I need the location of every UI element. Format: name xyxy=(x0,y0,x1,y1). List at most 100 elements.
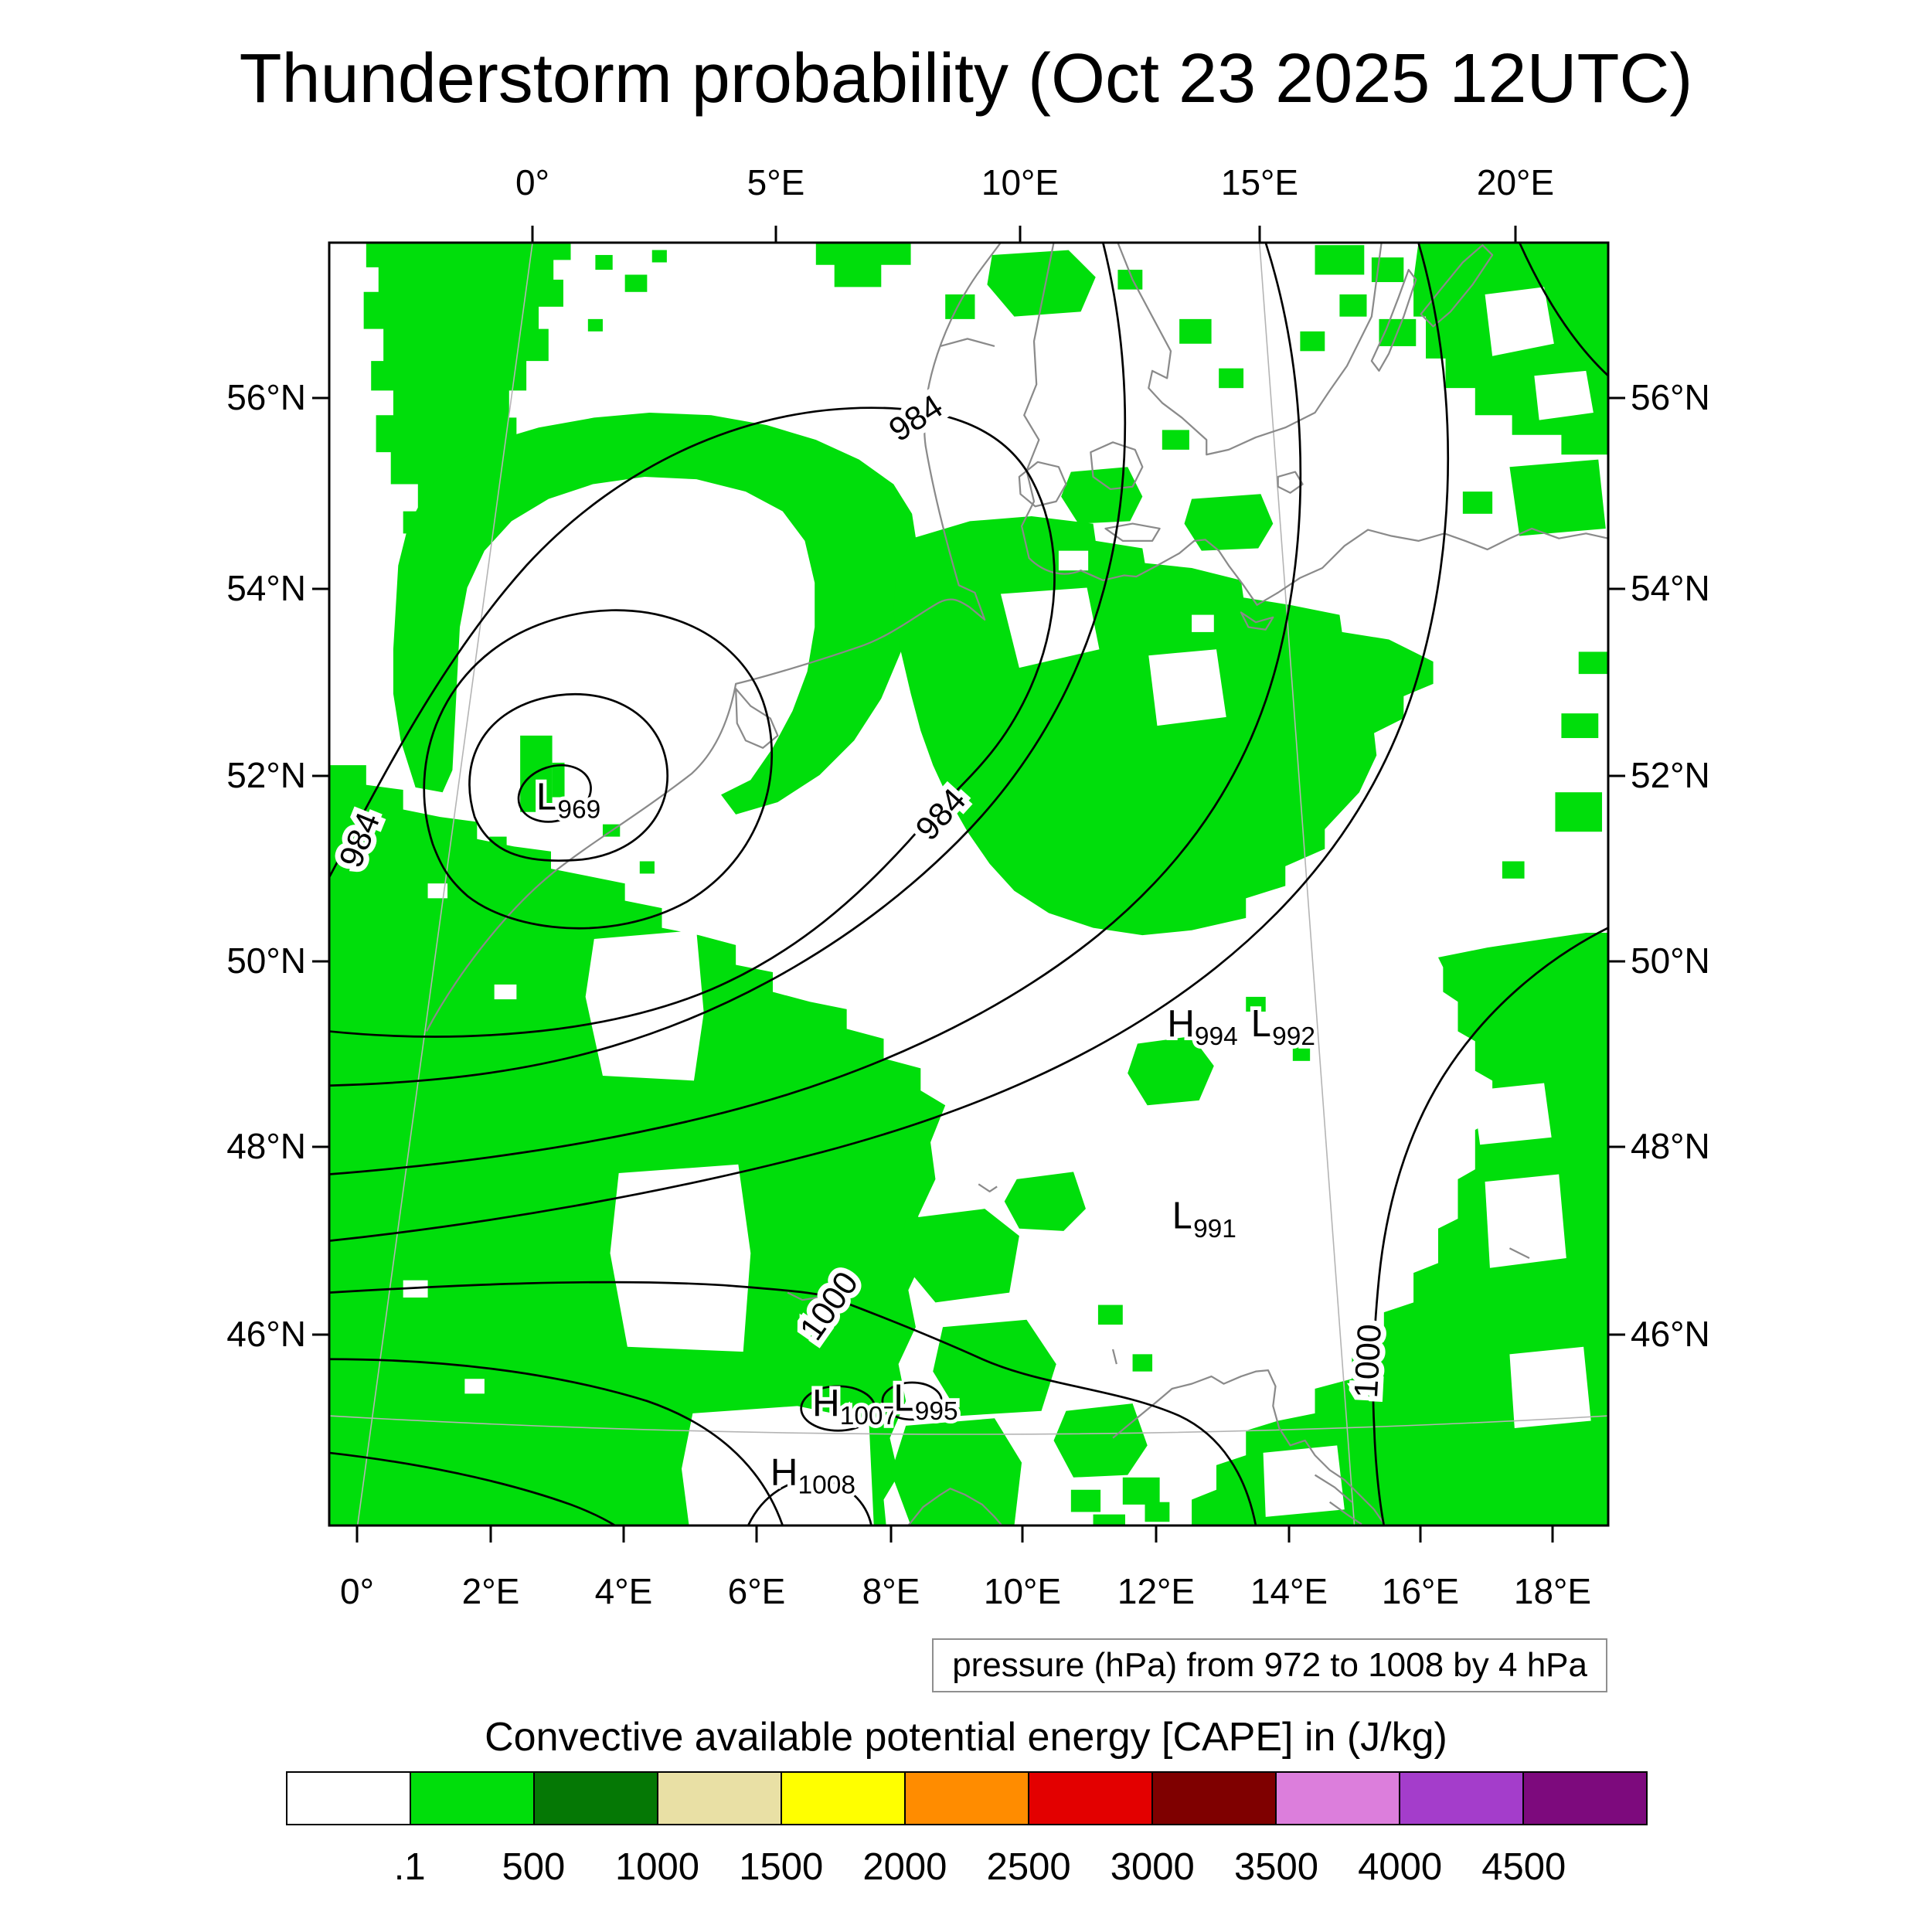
pressure-center: L991 xyxy=(1172,1195,1236,1243)
cape-speck xyxy=(1162,430,1189,450)
left-axis-label: 50°N xyxy=(226,940,306,981)
coastline xyxy=(1111,1349,1117,1365)
left-axis-label: 48°N xyxy=(226,1126,306,1166)
cape-hole xyxy=(464,1379,485,1394)
colorbar-cell xyxy=(411,1773,535,1824)
cape-speck xyxy=(639,861,655,874)
right-axis-label: 54°N xyxy=(1631,568,1710,608)
pressure-contour xyxy=(468,692,669,862)
cape-region xyxy=(1053,1403,1148,1478)
coastlines xyxy=(425,243,1608,1526)
graticule-meridian xyxy=(1258,243,1355,1526)
top-axis-label: 20°E xyxy=(1477,162,1554,202)
cape-hole xyxy=(1058,550,1089,571)
pressure-center-letter: L xyxy=(893,1377,914,1420)
coastline xyxy=(425,243,1002,1032)
bottom-axis-label: 6°E xyxy=(728,1571,786,1611)
colorbar-cell xyxy=(906,1773,1029,1824)
cape-speck xyxy=(1246,996,1266,1012)
pressure-center-letter: H xyxy=(1167,1002,1195,1045)
cape-speck xyxy=(1502,861,1525,879)
pressure-center: L995 xyxy=(893,1377,957,1426)
pressure-center: L992 xyxy=(1251,1002,1315,1051)
pressure-center-value: 992 xyxy=(1272,1022,1315,1051)
cape-region xyxy=(393,413,919,815)
weather-map-figure: Thunderstorm probability (Oct 23 2025 12… xyxy=(226,40,1710,1611)
left-axis: 56°N 54°N 52°N 50°N 48°N 46°N xyxy=(226,377,306,1354)
map-frame xyxy=(328,241,1610,1527)
pressure-center-value: 969 xyxy=(557,796,600,825)
cape-hole xyxy=(1148,649,1226,726)
left-axis-label: 56°N xyxy=(226,377,306,417)
cape-speck xyxy=(624,274,648,292)
bottom-axis-label: 2°E xyxy=(462,1571,520,1611)
pressure-contours xyxy=(329,243,1608,1526)
colorbar-tick-label: 4500 xyxy=(1481,1846,1566,1888)
contour-label: 1000 xyxy=(1348,1323,1389,1399)
cape-specks xyxy=(489,245,1608,1526)
coastline xyxy=(1509,1247,1530,1259)
pressure-contour xyxy=(747,1478,872,1526)
cape-hole xyxy=(1263,1445,1345,1517)
pressure-center-letter: H xyxy=(770,1451,798,1493)
cape-region xyxy=(1061,467,1143,524)
right-axis-label: 46°N xyxy=(1631,1314,1710,1354)
pressure-contour xyxy=(800,1385,876,1432)
pressure-contour xyxy=(1518,243,1608,377)
coastline xyxy=(907,1488,1003,1526)
colorbar-tick-label: 500 xyxy=(502,1846,566,1888)
right-axis-label: 56°N xyxy=(1631,377,1710,417)
pressure-center-letter: L xyxy=(1172,1195,1193,1237)
pressure-center: L969 xyxy=(536,776,600,825)
bottom-axis: 0° 2°E 4°E 6°E 8°E 10°E 12°E 14°E 16°E 1… xyxy=(340,1571,1591,1611)
cape-hole xyxy=(1509,1346,1591,1429)
pressure-contour xyxy=(517,764,592,823)
cape-speck xyxy=(1292,1046,1311,1061)
right-axis-label: 52°N xyxy=(1631,755,1710,795)
top-axis-label: 0° xyxy=(515,162,549,202)
pressure-center-value: 994 xyxy=(1195,1022,1238,1051)
bottom-axis-label: 16°E xyxy=(1382,1571,1459,1611)
colorbar-tick-label: 2000 xyxy=(862,1846,947,1888)
graticule xyxy=(329,243,1608,1526)
cape-region xyxy=(987,250,1096,317)
bottom-axis-label: 4°E xyxy=(595,1571,653,1611)
left-axis-label: 52°N xyxy=(226,755,306,795)
cape-holes xyxy=(403,287,1594,1526)
cape-region xyxy=(891,1418,1022,1526)
cape-speck xyxy=(1179,318,1212,344)
pressure-contour xyxy=(329,406,1056,1038)
coastline xyxy=(1240,611,1274,631)
cape-hole xyxy=(610,1164,751,1352)
cape-speck xyxy=(1300,331,1325,352)
cape-hole xyxy=(1534,370,1594,420)
cape-speck xyxy=(1070,1489,1101,1512)
colorbar-cell xyxy=(1400,1773,1524,1824)
colorbar-title: Convective available potential energy [C… xyxy=(485,1715,1447,1760)
colorbar-cell xyxy=(535,1773,658,1824)
cape-region xyxy=(933,1319,1056,1417)
coastline xyxy=(1020,243,1608,606)
cape-hole xyxy=(494,984,517,1000)
pressure-center-labels: L969 H994 L992 L991 H1007 L995 H1008 xyxy=(532,772,1319,1504)
pressure-note: pressure (hPa) from 972 to 1008 by 4 hPa xyxy=(932,1638,1607,1692)
cape-hole xyxy=(1485,287,1554,356)
pressure-center-value: 991 xyxy=(1193,1215,1236,1243)
colorbar-cell xyxy=(658,1773,782,1824)
pressure-center-value: 1007 xyxy=(840,1402,897,1430)
pressure-center-letter: L xyxy=(536,776,557,818)
cape-hole xyxy=(682,1406,874,1526)
colorbar-cell xyxy=(1029,1773,1153,1824)
top-axis-label: 10°E xyxy=(981,162,1059,202)
colorbar-tick-label: 3000 xyxy=(1110,1846,1195,1888)
coastline xyxy=(1277,471,1304,494)
coastline xyxy=(1112,1369,1386,1526)
cape-hole xyxy=(1472,1083,1552,1145)
coastline xyxy=(1090,441,1144,491)
right-axis-label: 50°N xyxy=(1631,940,1710,981)
coastline xyxy=(787,1291,818,1301)
pressure-contour xyxy=(423,609,773,930)
cape-speck xyxy=(945,294,975,319)
left-axis-label: 46°N xyxy=(226,1314,306,1354)
